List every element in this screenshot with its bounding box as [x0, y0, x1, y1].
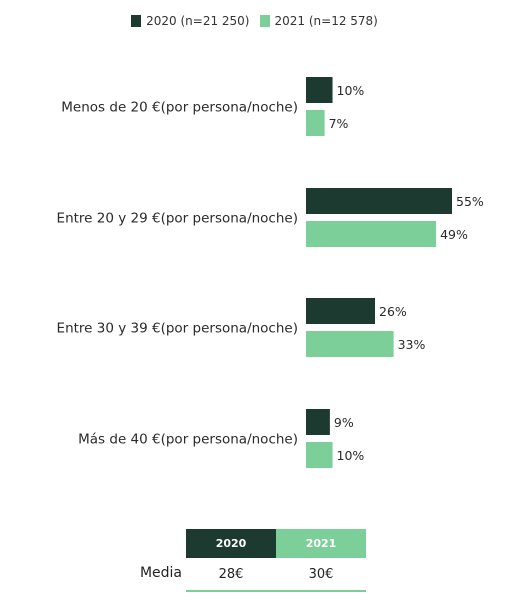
data-label: 10%: [337, 83, 365, 98]
bar-2021: [306, 442, 333, 468]
data-label: 10%: [337, 448, 365, 463]
bar-2021: [306, 331, 394, 357]
data-label: 26%: [379, 304, 407, 319]
media-table-header: 2020 2021: [186, 529, 366, 558]
bar-2020: [306, 77, 333, 103]
data-label: 9%: [334, 415, 354, 430]
category-label: Entre 20 y 29 €(por persona/noche): [57, 211, 298, 227]
data-label: 7%: [329, 116, 349, 131]
category-label: Más de 40 €(por persona/noche): [78, 432, 298, 448]
data-label: 49%: [440, 227, 468, 242]
bar-2020: [306, 409, 330, 435]
media-label: Media: [139, 565, 182, 581]
data-label: 33%: [398, 337, 426, 352]
media-header-2021: 2021: [276, 529, 366, 558]
bar-2021: [306, 221, 437, 247]
legend-swatch-2020: [131, 15, 142, 27]
legend-swatch-2021: [259, 15, 270, 27]
bar-2021: [306, 110, 325, 136]
bar-2020: [306, 298, 376, 324]
bar-chart: Menos de 20 €(por persona/noche) 10% 7% Ent…: [57, 77, 484, 468]
category-label: Entre 30 y 39 €(por persona/noche): [57, 321, 298, 337]
legend-label-2021: 2021 (n=12 578): [274, 14, 378, 28]
media-table: 2020 2021 28€ 30€: [186, 529, 366, 592]
legend-item-2021: 2021 (n=12 578): [259, 14, 378, 28]
legend: 2020 (n=21 250) 2021 (n=12 578): [0, 14, 509, 28]
bar-2020: [306, 188, 452, 214]
media-value-2020: 28€: [218, 566, 244, 582]
data-label: 55%: [456, 194, 484, 209]
media-header-2020: 2020: [186, 529, 276, 558]
category-label: Menos de 20 €(por persona/noche): [61, 100, 298, 116]
legend-item-2020: 2020 (n=21 250): [131, 14, 250, 28]
legend-label-2020: 2020 (n=21 250): [146, 14, 250, 28]
media-table-row: 28€ 30€: [186, 558, 366, 592]
media-value-2021: 30€: [308, 566, 334, 582]
